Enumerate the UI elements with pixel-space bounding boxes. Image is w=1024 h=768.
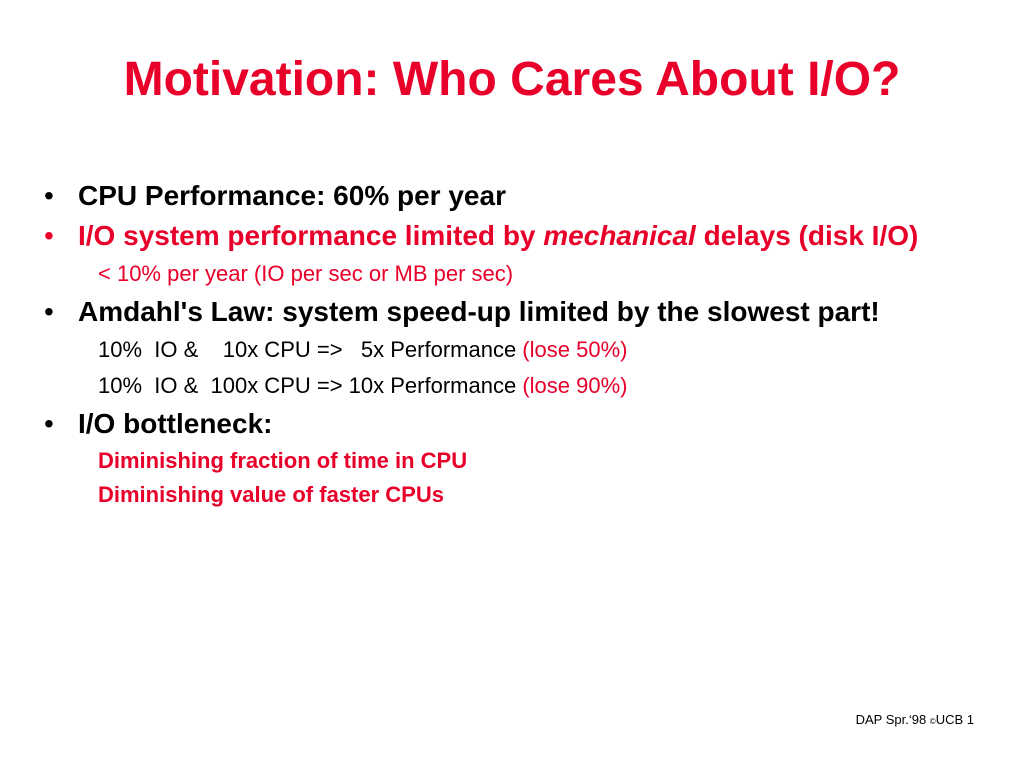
sub-item-amdahl-example-1: 10% IO & 10x CPU => 5x Performance (lose… (44, 332, 994, 368)
bullet-emphasis: mechanical (543, 220, 696, 251)
bullet-list: • CPU Performance: 60% per year • I/O sy… (44, 176, 994, 512)
sub-item-io-rate: < 10% per year (IO per sec or MB per sec… (98, 261, 514, 286)
bullet-dot: • (44, 296, 54, 327)
bullet-dot: • (44, 180, 54, 211)
example-text: 10% IO & 100x CPU => 10x Performance (98, 373, 523, 398)
bullet-text: delays (disk I/O) (695, 220, 919, 251)
bullet-text: CPU Performance: 60% per year (78, 180, 506, 211)
bullet-amdahl: • Amdahl's Law: system speed-up limited … (44, 292, 994, 332)
sub-item-amdahl-example-2: 10% IO & 100x CPU => 10x Performance (lo… (44, 368, 994, 404)
bullet-cpu-performance: • CPU Performance: 60% per year (44, 176, 994, 216)
bullet-text: Amdahl's Law: system speed-up limited by… (78, 296, 880, 327)
bullet-io-bottleneck: • I/O bottleneck: (44, 404, 994, 444)
bullet-dot: • (44, 408, 54, 439)
example-loss: (lose 50%) (522, 337, 628, 362)
footer-text-page: UCB 1 (935, 712, 974, 727)
bullet-text: I/O system performance limited by (78, 220, 544, 251)
example-text: 10% IO & 10x CPU => 5x Performance (98, 337, 523, 362)
copyright-symbol: © (929, 717, 936, 726)
sub-item-diminishing-value: Diminishing value of faster CPUs (98, 482, 444, 507)
example-loss: (lose 90%) (522, 373, 628, 398)
slide-footer: DAP Spr.‘98 ©UCB 1 (856, 712, 974, 727)
bullet-io-system: • I/O system performance limited by mech… (44, 216, 994, 256)
footer-text: DAP Spr.‘98 (855, 712, 930, 727)
bullet-dot: • (44, 220, 54, 251)
bullet-text: I/O bottleneck: (78, 408, 273, 439)
slide-title: Motivation: Who Cares About I/O? (123, 53, 901, 106)
sub-item-diminishing-fraction: Diminishing fraction of time in CPU (98, 448, 468, 473)
